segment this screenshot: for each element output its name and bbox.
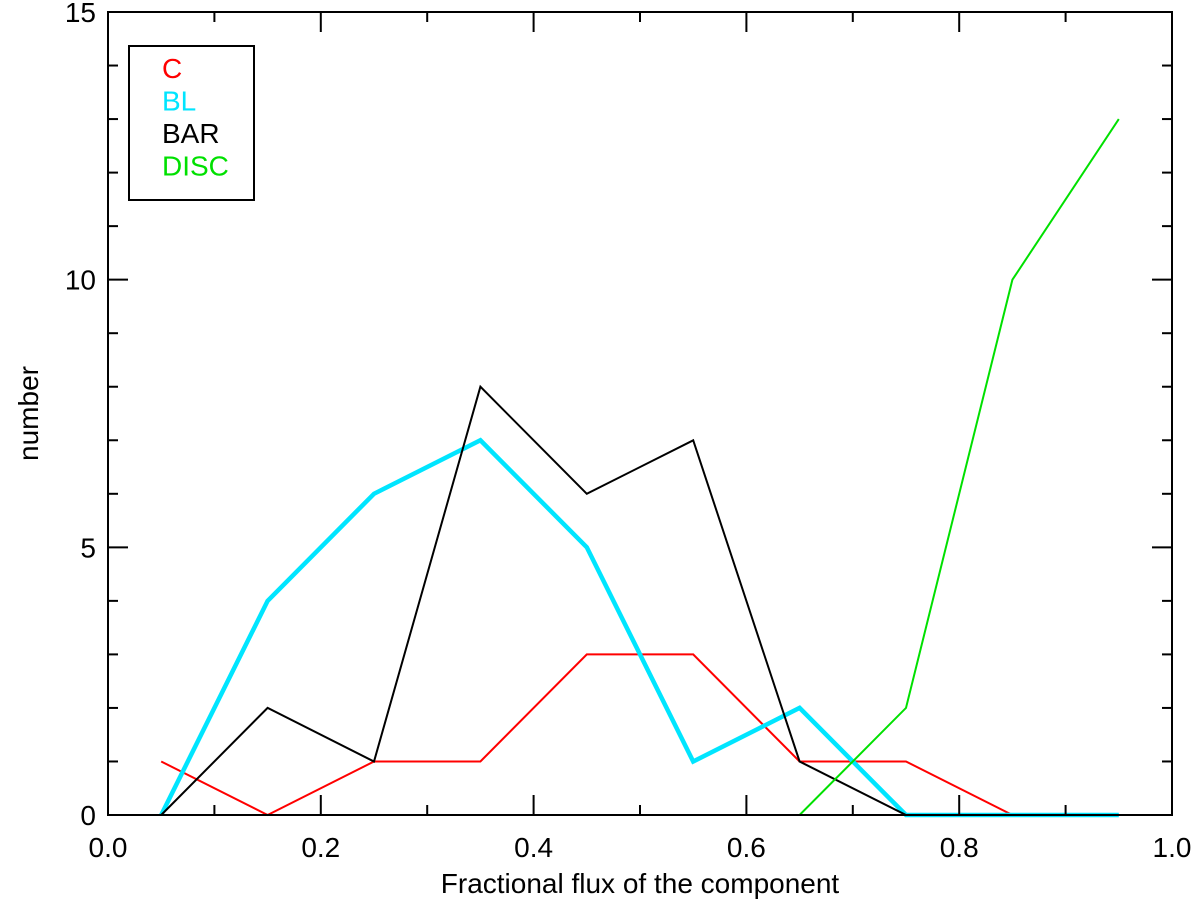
x-tick-label: 0.2 [301,832,340,863]
plot-frame [107,11,1173,816]
y-axis-label: number [13,366,44,461]
legend-entry-c: C [162,53,182,84]
legend-entry-disc: DISC [162,151,229,182]
series-line-bl [159,437,1119,818]
axes: 0.0 0.2 0.4 0.6 0.8 1.0 0 5 10 15 [65,0,1192,863]
x-tick-label: 0.0 [89,832,128,863]
series-line-bar [160,384,1119,816]
x-tick-label: 0.8 [940,832,979,863]
x-tick-label: 1.0 [1153,832,1192,863]
x-tick-label: 0.4 [514,832,553,863]
legend-entry-bar: BAR [162,118,220,149]
legend-box [128,45,255,201]
x-axis-label: Fractional flux of the component [441,868,840,899]
y-tick-label: 5 [80,532,96,563]
y-tick-label: 10 [65,265,96,296]
series-line-c [160,653,1119,817]
y-tick-label: 15 [65,0,96,28]
y-tick-label: 0 [80,800,96,831]
x-tick-label: 0.6 [727,832,766,863]
legend-entry-bl: BL [162,86,196,117]
plot-marks [159,118,1120,818]
